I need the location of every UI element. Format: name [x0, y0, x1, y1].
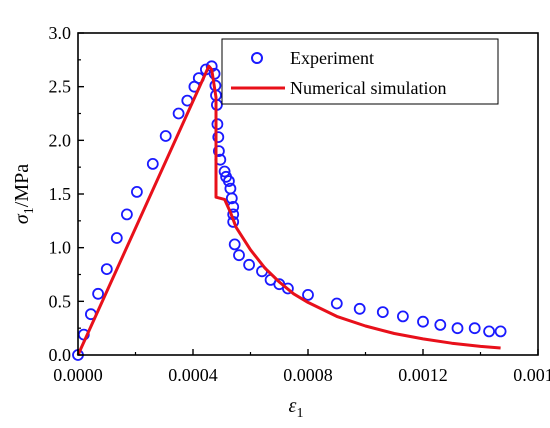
- x-tick-label: 0.0012: [398, 365, 448, 385]
- legend-marker-experiment: [251, 52, 263, 64]
- data-point-experiment: [225, 192, 238, 205]
- data-point-experiment: [451, 322, 464, 335]
- data-point-experiment: [330, 297, 343, 310]
- y-tick-label: 0.0: [49, 345, 72, 365]
- data-point-experiment: [233, 249, 245, 262]
- x-tick-label: 0.0008: [283, 365, 333, 385]
- data-point-experiment: [218, 165, 231, 178]
- data-point-experiment: [376, 306, 389, 319]
- data-point-experiment: [243, 258, 256, 271]
- y-tick-label: 2.0: [49, 130, 72, 150]
- y-tick-label: 0.5: [49, 291, 72, 311]
- data-point-experiment: [110, 232, 123, 244]
- data-point-experiment: [468, 322, 481, 335]
- data-point-experiment: [302, 288, 314, 301]
- y-tick-label: 1.0: [49, 238, 72, 258]
- y-tick-label: 1.5: [49, 184, 72, 204]
- data-point-experiment: [417, 315, 429, 328]
- plot-marks: [72, 60, 507, 361]
- y-axis-title: σ1/MPa: [11, 164, 37, 224]
- x-axis-title: ε1: [289, 395, 304, 421]
- data-point-experiment: [212, 145, 225, 158]
- data-point-experiment: [396, 310, 409, 323]
- data-point-experiment: [483, 325, 496, 338]
- data-point-experiment: [228, 238, 241, 251]
- legend-label-experiment: Experiment: [290, 48, 374, 68]
- data-point-experiment: [146, 157, 159, 170]
- legend: Experiment Numerical simulation: [221, 38, 499, 105]
- legend-box: [221, 38, 499, 105]
- ticks: 0.0000 0.0004 0.0008 0.0012 0.0016 0.0 0.5 1.0 1…: [49, 23, 550, 385]
- data-point-experiment: [434, 318, 447, 331]
- series-line-simulation: [76, 64, 501, 356]
- data-point-experiment: [100, 263, 113, 276]
- x-tick-label: 0.0016: [513, 365, 550, 385]
- y-tick-label: 2.5: [49, 77, 72, 97]
- data-point-experiment: [121, 208, 133, 221]
- data-point-experiment: [130, 185, 143, 198]
- legend-label-simulation: Numerical simulation: [290, 78, 446, 98]
- data-point-experiment: [281, 282, 294, 295]
- data-point-experiment: [222, 175, 235, 188]
- data-point-experiment: [92, 287, 104, 300]
- y-tick-label: 3.0: [49, 23, 72, 43]
- data-point-experiment: [172, 107, 185, 120]
- data-point-experiment: [353, 302, 366, 315]
- x-tick-label: 0.0000: [53, 365, 103, 385]
- data-point-experiment: [212, 131, 225, 144]
- data-point-experiment: [494, 325, 507, 338]
- x-tick-label: 0.0004: [168, 365, 218, 385]
- data-point-experiment: [159, 130, 172, 142]
